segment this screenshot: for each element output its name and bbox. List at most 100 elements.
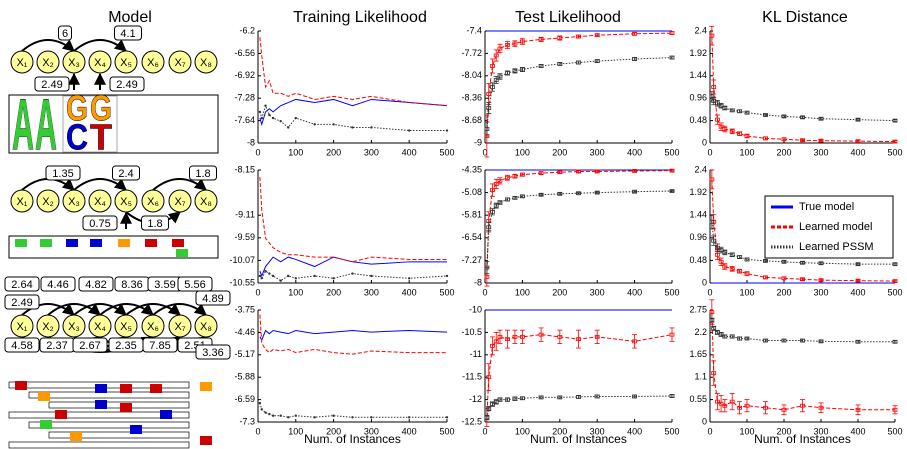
x-tick-label: 100 (515, 287, 530, 297)
error-marker (512, 174, 518, 179)
error-marker (486, 225, 492, 230)
series-marker (351, 126, 354, 129)
error-marker (718, 259, 724, 264)
error-bar (504, 397, 510, 402)
error-bar (744, 399, 750, 413)
logo-block (120, 384, 132, 393)
error-bar (486, 363, 492, 392)
error-bar (818, 116, 824, 121)
node-label: X₈ (200, 196, 212, 208)
error-marker (722, 403, 728, 408)
x-tick-label: 0 (707, 147, 712, 157)
error-marker (892, 279, 898, 284)
error-bar (711, 325, 717, 331)
error-marker (737, 255, 742, 260)
error-bar (892, 262, 898, 267)
error-bar (855, 404, 861, 416)
logo-box (8, 235, 219, 259)
logo-block (176, 249, 188, 257)
error-marker (744, 134, 750, 138)
error-bar (486, 222, 492, 233)
y-tick-label: -8 (247, 137, 255, 147)
x-tick-label: 400 (627, 287, 642, 297)
series-marker (445, 416, 449, 419)
series-marker (408, 129, 411, 132)
error-marker (722, 334, 728, 339)
error-bar (632, 169, 638, 173)
error-bar (892, 279, 898, 284)
error-marker (505, 71, 510, 75)
y-tick-label: -5.81 (461, 210, 482, 220)
y-tick-label: -8.36 (461, 93, 482, 103)
error-bar (892, 405, 898, 415)
y-tick-label: 0.48 (689, 115, 707, 125)
series-marker (370, 126, 373, 129)
error-marker (800, 277, 805, 282)
node-label: X₇ (174, 196, 185, 208)
error-marker (632, 169, 637, 173)
error-bar (818, 402, 824, 414)
series-marker (445, 274, 449, 278)
error-bar (737, 131, 743, 136)
edge-label-box (82, 215, 118, 231)
error-marker (744, 336, 750, 341)
error-marker (715, 117, 720, 122)
series-line (486, 170, 673, 277)
error-marker (632, 394, 637, 399)
x-tick-label: 300 (813, 287, 828, 297)
error-bar (818, 278, 824, 283)
error-bar (632, 394, 638, 399)
series-marker (294, 414, 297, 417)
edge-arrow (47, 303, 101, 316)
series-marker (313, 274, 316, 278)
y-tick-label: -8.15 (234, 164, 255, 174)
error-marker (711, 326, 717, 331)
error-bar (504, 174, 510, 181)
edge-arrow (99, 303, 154, 316)
x-tick-label: 0 (482, 147, 487, 157)
y-tick-label: -3.75 (234, 304, 255, 314)
error-marker (729, 108, 735, 113)
y-tick-label: -11 (470, 349, 482, 359)
error-bar (763, 113, 768, 117)
edge-label: 4.89 (202, 293, 223, 305)
logo-row (8, 411, 190, 419)
error-marker (493, 78, 499, 82)
error-marker (763, 113, 768, 117)
series-line (259, 177, 447, 263)
logo-block (66, 239, 78, 247)
edge-label: 1.35 (52, 168, 73, 180)
error-marker (512, 334, 518, 339)
error-bar (557, 35, 563, 41)
edge-label-box (4, 294, 40, 310)
node (10, 314, 34, 338)
y-tick-label: 1.44 (689, 70, 707, 80)
y-tick-label: -7.3 (239, 416, 255, 426)
error-bar (489, 208, 495, 216)
error-marker (855, 278, 861, 283)
error-marker (855, 339, 861, 344)
error-bar (781, 137, 787, 142)
edge-label: 3.36 (202, 347, 223, 359)
x-tick-label: 200 (776, 287, 791, 297)
x-tick-label: 500 (664, 287, 679, 297)
x-tick-label: 500 (664, 147, 679, 157)
error-bar (519, 329, 525, 345)
error-marker (800, 403, 805, 408)
node-label: X₅ (120, 57, 132, 69)
series-line (711, 312, 895, 411)
error-marker (781, 276, 787, 281)
edge-arrow (73, 39, 127, 52)
series-line (486, 395, 673, 418)
node (194, 50, 218, 74)
error-marker (538, 37, 544, 42)
y-tick-label: 0.96 (689, 93, 707, 103)
edge-arrow (125, 303, 181, 316)
x-tick-label: 500 (887, 147, 902, 157)
x-tick-label: 400 (627, 147, 642, 157)
y-tick-label: -12.5 (461, 416, 482, 426)
error-marker (711, 238, 717, 243)
error-bar (576, 395, 581, 399)
series-marker (268, 113, 271, 117)
error-marker (763, 338, 768, 343)
